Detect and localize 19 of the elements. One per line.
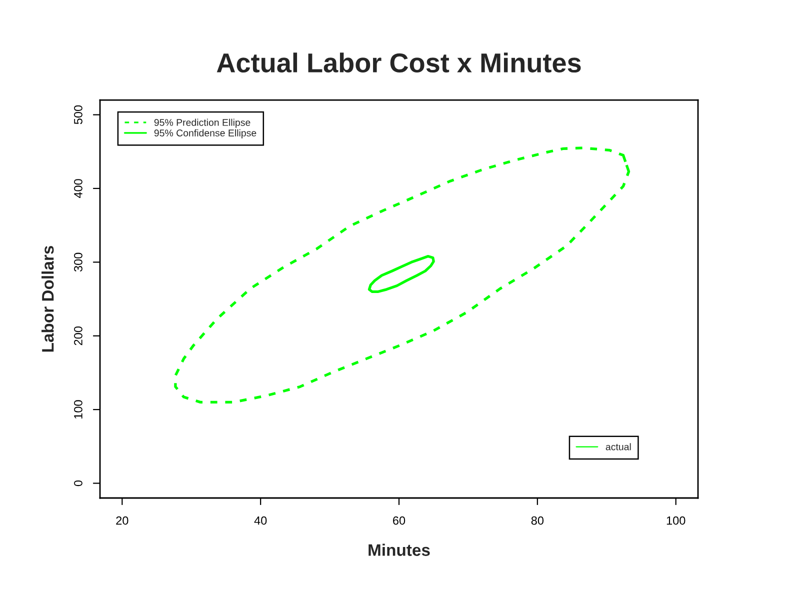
x-tick-label: 20 [116, 516, 128, 525]
x-tick-label: 60 [393, 516, 406, 525]
chart-title: Actual Labor Cost x Minutes [216, 52, 581, 73]
x-tick-label: 100 [666, 516, 686, 525]
y-tick-label: 500 [74, 105, 82, 124]
y-tick-label: 400 [74, 179, 82, 198]
x-tick-label: 80 [531, 516, 544, 525]
y-tick-label: 0 [74, 480, 82, 486]
line-series [368, 254, 435, 293]
legend-label: 95% Confidense Ellipse [154, 129, 256, 138]
line-series [174, 146, 630, 404]
x-tick-label: 40 [254, 516, 267, 525]
y-tick-label: 200 [74, 326, 82, 346]
x-axis-title: Minutes [368, 544, 430, 556]
legend-label: actual [606, 443, 631, 450]
y-tick-label: 100 [74, 400, 82, 419]
y-axis-title: Labor Dollars [42, 246, 54, 352]
legend-label: 95% Prediction Ellipse [154, 118, 250, 128]
y-tick-label: 300 [74, 252, 82, 272]
